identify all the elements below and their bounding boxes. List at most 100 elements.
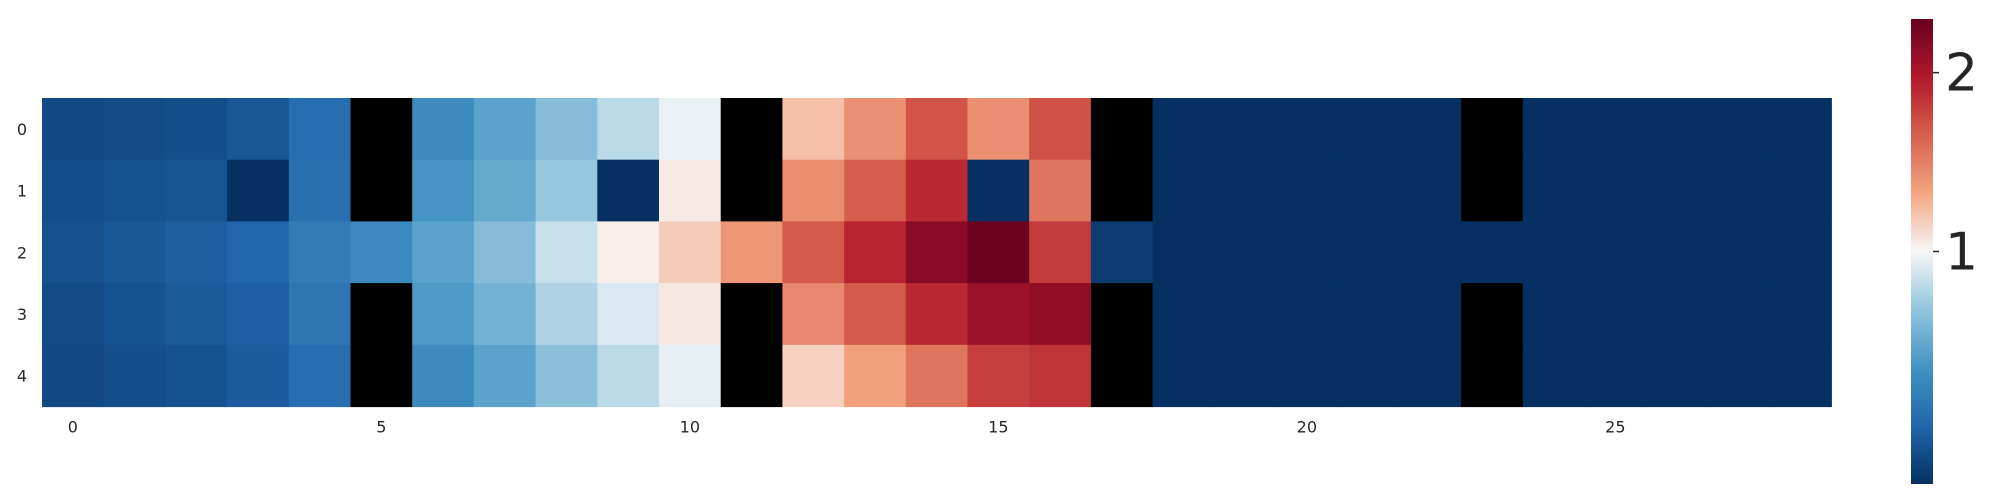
heatmap-cell	[659, 159, 722, 222]
heatmap-cell	[165, 159, 228, 222]
y-tick-label: 4	[17, 367, 27, 386]
heatmap-cell	[782, 98, 845, 161]
heatmap-cell	[42, 221, 105, 284]
heatmap-cell	[350, 283, 413, 346]
heatmap-cell	[1090, 221, 1154, 284]
heatmap-cell	[1029, 98, 1092, 161]
heatmap-cell	[1399, 159, 1462, 222]
heatmap-cell	[597, 221, 660, 284]
heatmap-cell	[1214, 283, 1277, 346]
heatmap-cell	[1276, 283, 1339, 346]
heatmap-cell	[905, 283, 969, 346]
heatmap-cell	[1769, 221, 1832, 284]
heatmap-cell	[1769, 344, 1832, 408]
heatmap-cell	[535, 159, 598, 222]
heatmap-cell	[1152, 98, 1215, 161]
heatmap-cell	[1769, 283, 1832, 346]
heatmap-cell	[1029, 344, 1092, 408]
heatmap-cell	[1461, 98, 1524, 161]
heatmap-cell	[227, 344, 290, 408]
heatmap-cell	[288, 159, 352, 222]
heatmap-cell	[1029, 159, 1092, 222]
heatmap-cell	[1029, 283, 1092, 346]
heatmap-cell	[720, 344, 783, 408]
heatmap-cell	[905, 221, 969, 284]
heatmap-cell	[1337, 344, 1400, 408]
heatmap-cell	[227, 283, 290, 346]
heatmap-cell	[1090, 344, 1154, 408]
heatmap-cell	[1090, 159, 1154, 222]
x-tick-label: 20	[1297, 418, 1317, 437]
heatmap-cell	[535, 98, 598, 161]
heatmap-cell	[1337, 221, 1400, 284]
heatmap-cell	[1399, 283, 1462, 346]
x-tick-label: 25	[1605, 418, 1625, 437]
heatmap-cell	[659, 283, 722, 346]
x-tick-label: 10	[680, 418, 700, 437]
heatmap-cell	[1214, 221, 1277, 284]
heatmap-cell	[103, 283, 166, 346]
x-tick-label: 0	[68, 418, 78, 437]
heatmap-cell	[350, 221, 413, 284]
heatmap-cell	[782, 159, 845, 222]
heatmap-cell	[1646, 283, 1709, 346]
heatmap-cell	[1029, 221, 1092, 284]
colorbar-ticks: 12	[1933, 44, 1978, 283]
heatmap-cell	[967, 221, 1030, 284]
heatmap-cell	[288, 221, 352, 284]
heatmap-cell	[535, 221, 598, 284]
heatmap-cell	[1461, 159, 1524, 222]
heatmap-cell	[905, 344, 969, 408]
heatmap-cell	[1584, 98, 1647, 161]
heatmap-cell	[1276, 98, 1339, 161]
heatmap-cell	[473, 221, 537, 284]
heatmap-cell	[42, 159, 105, 222]
heatmap-cell	[1152, 344, 1215, 408]
heatmap-cell	[1584, 221, 1647, 284]
heatmap-cell	[720, 283, 783, 346]
heatmap-cell	[1584, 283, 1647, 346]
heatmap-cell	[659, 344, 722, 408]
x-tick-label: 15	[988, 418, 1008, 437]
heatmap-cell	[350, 159, 413, 222]
heatmap-cell	[1090, 98, 1154, 161]
heatmap-cell	[165, 283, 228, 346]
heatmap-cell	[288, 344, 352, 408]
heatmap-cell	[844, 283, 907, 346]
heatmap-cell	[350, 98, 413, 161]
heatmap-cell	[905, 159, 969, 222]
heatmap-cell	[659, 221, 722, 284]
heatmap-cell	[1646, 344, 1709, 408]
heatmap-cell	[1522, 283, 1586, 346]
heatmap-cell	[844, 159, 907, 222]
heatmap-cell	[473, 344, 537, 408]
heatmap-cell	[844, 344, 907, 408]
heatmap-cell	[1214, 98, 1277, 161]
heatmap-cell	[1090, 283, 1154, 346]
heatmap-cell	[103, 221, 166, 284]
heatmap-cell	[227, 98, 290, 161]
heatmap-cell	[1707, 283, 1771, 346]
heatmap-cell	[782, 344, 845, 408]
heatmap-cell	[473, 283, 537, 346]
heatmap-cell	[1337, 283, 1400, 346]
heatmap-cell	[782, 221, 845, 284]
heatmap-cell	[412, 159, 475, 222]
heatmap-cell	[1646, 221, 1709, 284]
heatmap-cell	[1522, 98, 1586, 161]
heatmap-cell	[720, 98, 783, 161]
heatmap-cell	[1152, 283, 1215, 346]
heatmap-cell	[597, 344, 660, 408]
heatmap-cell	[597, 159, 660, 222]
heatmap-cell	[720, 221, 783, 284]
heatmap-cell	[967, 98, 1030, 161]
heatmap-cell	[1707, 98, 1771, 161]
heatmap-cell	[1152, 159, 1215, 222]
heatmap-cell	[1399, 344, 1462, 408]
heatmap-cell	[1461, 283, 1524, 346]
heatmap-cell	[844, 98, 907, 161]
heatmap-cell	[412, 344, 475, 408]
heatmap-cell	[1461, 221, 1524, 284]
y-tick-label: 1	[17, 182, 27, 201]
